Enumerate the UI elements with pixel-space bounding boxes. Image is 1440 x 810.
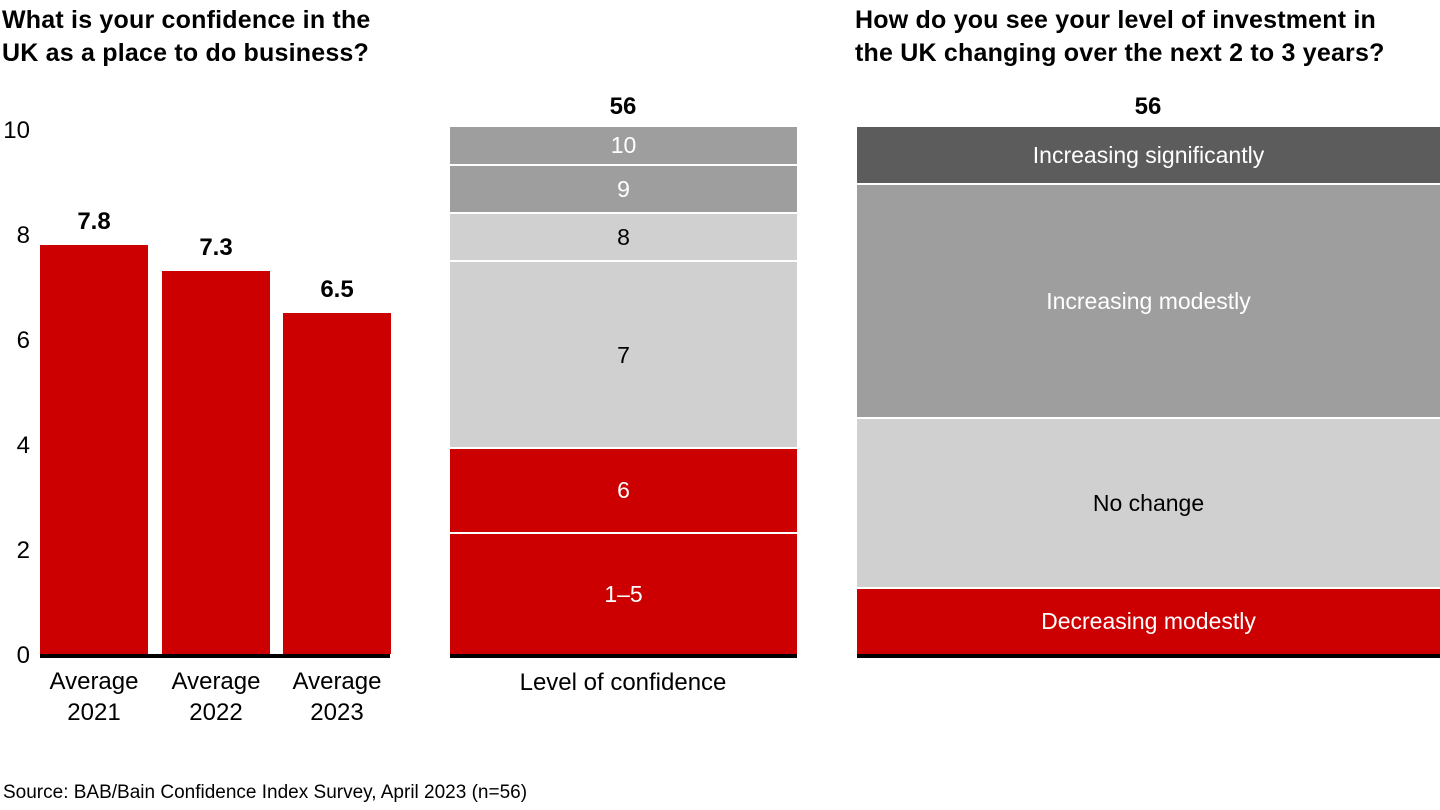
y-tick-label: 2 <box>16 537 30 564</box>
chart1-title: What is your confidence in the UK as a p… <box>2 6 371 67</box>
stack-segment: No change <box>857 419 1440 587</box>
x-axis-label: Average 2022 <box>171 668 261 726</box>
investment-change-stacked-bar: Increasing significantly Increasing modes… <box>857 127 1440 655</box>
chart-bar <box>283 312 391 654</box>
stack-segment-label: 10 <box>610 132 637 159</box>
y-tick-label: 10 <box>3 117 30 144</box>
stack-segment-label: Increasing significantly <box>1032 141 1265 168</box>
y-tick-label: 6 <box>16 327 30 354</box>
chart1-x-axis-line <box>40 654 390 658</box>
chart3-total-label: 56 <box>1134 93 1162 120</box>
y-tick-label: 0 <box>16 642 30 669</box>
x-axis-label: Average 2023 <box>292 668 382 726</box>
y-tick-label: 8 <box>16 222 30 249</box>
chart2-x-axis-title: Level of confidence <box>519 669 727 696</box>
level-of-confidence-stacked-bar: 10 9 8 7 6 1–5 <box>450 127 797 654</box>
stack-segment: 8 <box>450 214 797 261</box>
stack-segment: Increasing modestly <box>857 184 1440 418</box>
stack-segment: Decreasing modestly <box>857 588 1440 655</box>
stack-segment-label: Decreasing modestly <box>1041 608 1256 635</box>
chart2-total-label: 56 <box>609 93 637 120</box>
x-axis-label: Average 2021 <box>49 668 139 726</box>
stack-segment: Increasing significantly <box>857 127 1440 183</box>
chart-bar <box>162 270 270 654</box>
stack-segment-label: 7 <box>617 341 630 368</box>
bar-value-label: 6.5 <box>320 275 354 303</box>
source-note: Source: BAB/Bain Confidence Index Survey… <box>3 782 528 803</box>
chart3-x-axis-line <box>857 654 1440 658</box>
stack-segment: 10 <box>450 127 797 164</box>
stack-segment-label: No change <box>1092 490 1205 517</box>
stack-segment-label: 1–5 <box>604 580 643 607</box>
chart-bar <box>40 244 148 654</box>
stack-segment: 9 <box>450 165 797 213</box>
stack-segment-label: 6 <box>617 477 630 504</box>
stack-segment-label: Increasing modestly <box>1046 288 1251 315</box>
stack-segment-label: 9 <box>617 176 630 202</box>
bar-value-label: 7.3 <box>199 233 233 261</box>
y-tick-label: 4 <box>16 432 30 459</box>
bar-value-label: 7.8 <box>77 207 111 235</box>
stack-segment-label: 8 <box>617 224 630 251</box>
stack-segment: 1–5 <box>450 533 797 654</box>
stack-segment: 7 <box>450 262 797 447</box>
stack-segment: 6 <box>450 448 797 532</box>
chart3-title: How do you see your level of investment … <box>855 6 1385 67</box>
chart2-x-axis-line <box>450 654 797 658</box>
